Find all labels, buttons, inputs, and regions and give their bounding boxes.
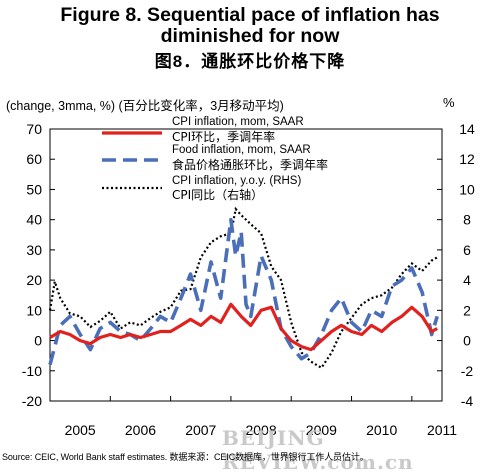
right-tick-label: 12 [459,151,475,167]
right-tick-label: 6 [463,242,471,258]
right-axis-unit: % [443,95,455,110]
left-tick-label: 20 [26,272,42,288]
x-tick-label: 2005 [65,422,96,438]
x-tick-label: 2011 [427,422,457,438]
chart-title-chinese: 图8．通胀环比价格下降 [154,52,346,71]
legend-label: Food inflation, mom, SAAR [172,144,311,156]
x-tick-label: 2008 [245,422,276,438]
legend-label-cn: CPI同比（右轴） [172,187,263,202]
left-tick-label: 60 [26,151,42,167]
cpi-mom-line [49,302,438,352]
x-axis-ticks: 2005 2006 2007 2008 2009 2010 2011 [49,396,457,438]
right-tick-label: 14 [459,121,475,137]
legend-label-cn: CPI环比，季调年率 [172,129,275,144]
left-tick-label: -20 [22,393,42,409]
x-tick-label: 2006 [125,422,156,438]
food-mom-line [48,217,439,366]
right-tick-label: 4 [463,272,471,288]
left-axis-label: (change, 3mma, %) (百分比变化率，3月移动平均) [6,99,284,113]
x-tick-label: 2007 [185,422,216,438]
left-tick-label: 70 [26,121,42,137]
cpi-yoy-line [48,206,438,370]
legend-label: CPI inflation, mom, SAAR [172,116,304,128]
right-tick-label: 10 [459,181,475,197]
chart-title-line2: diminished for now [160,25,340,47]
legend-label-cn: 食品价格通胀环比，季调年率 [172,157,328,172]
right-tick-label: -4 [461,393,474,409]
left-tick-label: 50 [26,181,42,197]
x-tick-label: 2010 [366,422,397,438]
legend-label: CPI inflation, y.o.y. (RHS) [172,175,301,187]
left-tick-label: 40 [26,212,42,228]
right-tick-label: 8 [463,212,471,228]
left-axis-ticks: -20 -10 0 10 20 30 40 50 60 70 [22,121,55,409]
chart-title-line1: Figure 8. Sequential pace of inflation h… [60,4,440,26]
plot-frame [49,128,443,402]
right-tick-label: -2 [461,363,474,379]
left-tick-label: -10 [22,363,42,379]
left-tick-label: 10 [26,302,42,318]
series-lines [48,206,439,370]
right-tick-label: 0 [463,333,471,349]
source-note: Source: CEIC, World Bank staff estimates… [2,452,369,462]
left-tick-label: 0 [34,333,42,349]
right-axis-ticks: -4 -2 0 2 4 6 8 10 12 14 [437,121,475,409]
left-tick-label: 30 [26,242,42,258]
x-tick-label: 2009 [306,422,337,438]
right-tick-label: 2 [463,302,471,318]
chart-axes [49,128,443,402]
